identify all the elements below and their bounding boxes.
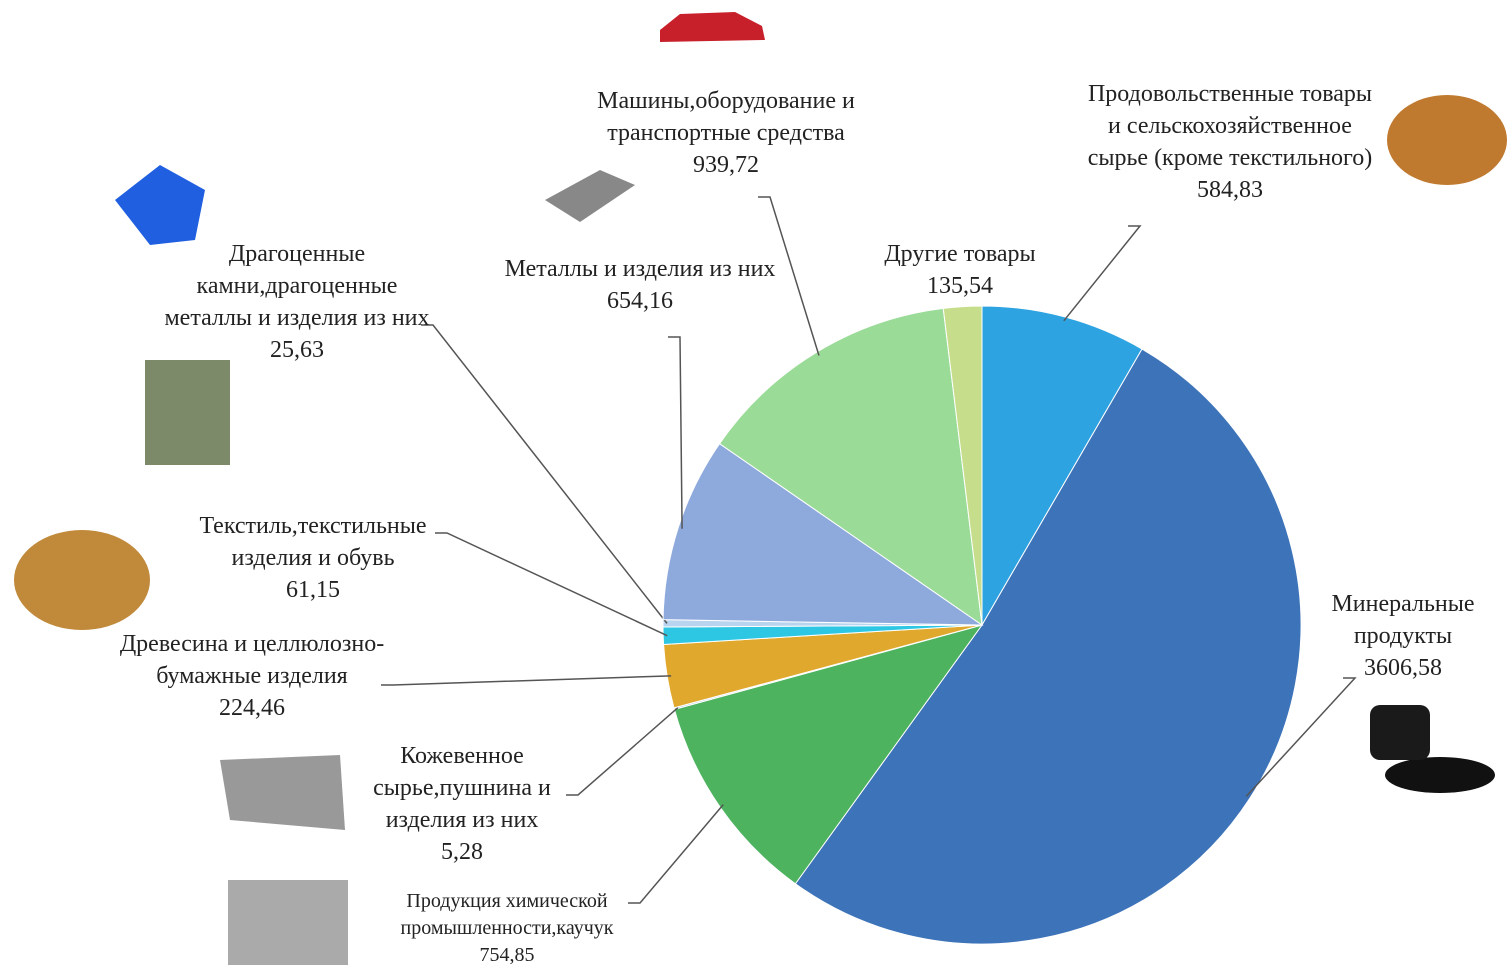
category-name: Драгоценные камни,драгоценные металлы и … [164,241,430,331]
value-label: 939,72 [693,152,759,178]
metal-icon [545,170,635,222]
barrel-icon [1370,705,1430,760]
category-name: Металлы и изделия из них [504,256,776,282]
slice-label: Текстиль,текстильные изделия и обувь 61,1… [168,510,458,606]
slice-label: Минеральные продукты 3606,58 [1308,588,1498,684]
category-name: Продовольственные товары и сельскохозяйс… [1087,81,1373,171]
value-label: 754,85 [479,944,535,966]
slice-label: Продовольственные товары и сельскохозяйс… [1085,78,1375,206]
oil-icon [1385,757,1495,793]
slice-label: Древесина и целлюлозно-бумажные изделия 2… [102,628,402,724]
leader-line [1063,225,1142,322]
value-label: 25,63 [270,337,324,363]
pie-slice [662,442,984,626]
leader-line [1245,677,1357,797]
pie-slice [942,305,983,626]
slice-label: Металлы и изделия из них 654,16 [495,253,785,317]
category-name: Другие товары [884,241,1036,267]
category-name: Машины,оборудование и транспортные средс… [597,88,855,146]
leader-line [421,324,668,624]
gem-icon [115,165,205,245]
slice-label: Продукция химической промышленности,кауч… [372,888,642,968]
pie-slice [673,624,984,885]
leader-line [668,336,683,529]
value-label: 584,83 [1197,177,1263,203]
slice-label: Кожевенное сырье,пушнина и изделия из ни… [347,740,577,868]
leader-line [435,532,668,637]
grain-icon [14,530,150,630]
category-name: Древесина и целлюлозно-бумажные изделия [119,631,385,689]
value-label: 135,54 [927,273,993,299]
slice-label: Другие товары 135,54 [855,238,1065,302]
category-name: Кожевенное сырье,пушнина и изделия из ни… [373,743,551,833]
pie-slice [794,348,1302,945]
pie-slice [718,307,983,627]
value-label: 224,46 [219,695,285,721]
leader-line [628,804,724,904]
slice-label: Драгоценные камни,драгоценные металлы и … [152,238,442,366]
pie-slice [981,305,1143,627]
leader-line [758,196,820,356]
category-name: Минеральные продукты [1331,591,1475,649]
category-name: Текстиль,текстильные изделия и обувь [199,513,427,571]
leader-line [381,675,672,686]
slice-label: Машины,оборудование и транспортные средс… [576,85,876,181]
chem-icon [228,880,348,965]
category-name: Продукция химической промышленности,кауч… [400,890,614,939]
textile-icon [145,360,230,465]
value-label: 3606,58 [1364,655,1442,681]
value-label: 61,15 [286,577,340,603]
car-icon [660,12,765,42]
leather-icon [220,755,345,830]
value-label: 654,16 [607,288,673,314]
decor [14,12,1507,965]
burger-icon [1387,95,1507,185]
value-label: 5,28 [441,839,483,865]
leader-line [566,707,679,796]
